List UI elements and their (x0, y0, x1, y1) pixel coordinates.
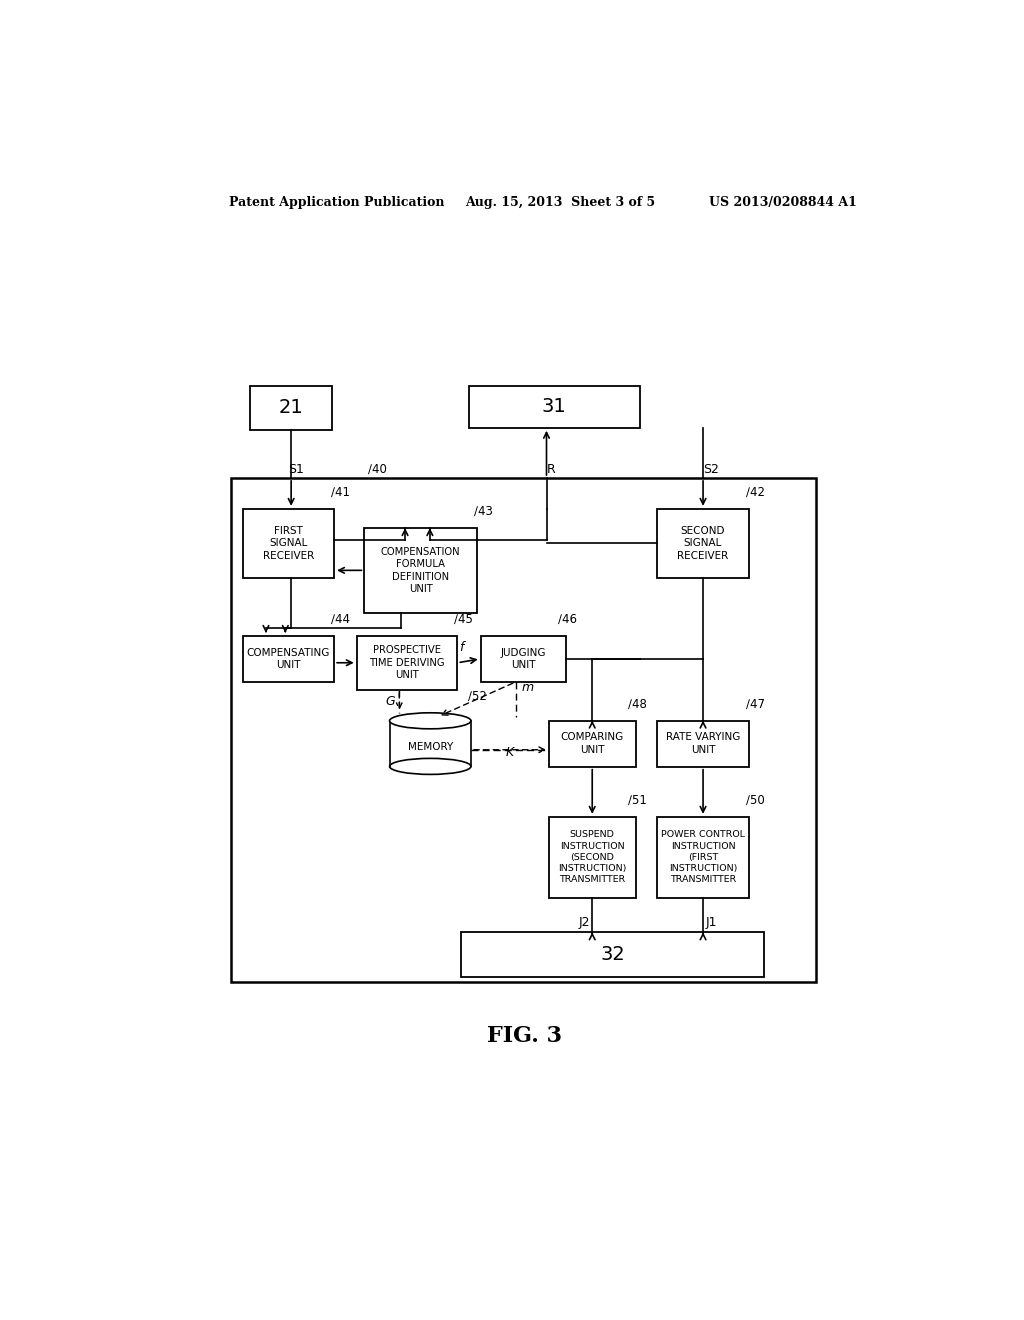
Bar (549, 817, 636, 898)
Text: ∕52: ∕52 (468, 690, 486, 702)
Text: Patent Application Publication: Patent Application Publication (228, 195, 444, 209)
Text: COMPENSATING
UNIT: COMPENSATING UNIT (247, 648, 330, 671)
Text: JUDGING
UNIT: JUDGING UNIT (501, 648, 546, 671)
Bar (389, 721, 471, 767)
Bar (461, 932, 764, 977)
Text: ∕41: ∕41 (331, 486, 350, 499)
Bar (356, 636, 458, 689)
Bar (657, 508, 749, 578)
Text: FIG. 3: FIG. 3 (487, 1026, 562, 1047)
Text: ∕48: ∕48 (628, 697, 647, 710)
Text: 21: 21 (279, 399, 303, 417)
Text: G: G (385, 694, 395, 708)
Text: COMPARING
UNIT: COMPARING UNIT (560, 733, 624, 755)
Bar (549, 721, 636, 767)
Text: m: m (521, 681, 534, 694)
Text: MEMORY: MEMORY (408, 742, 453, 751)
Text: ∕44: ∕44 (331, 612, 350, 626)
Text: ∕43: ∕43 (474, 506, 493, 517)
Text: S1: S1 (289, 463, 304, 477)
Text: ∕42: ∕42 (745, 486, 765, 499)
Text: SECOND
SIGNAL
RECEIVER: SECOND SIGNAL RECEIVER (678, 525, 729, 561)
Text: f: f (459, 642, 463, 655)
Text: FIRST
SIGNAL
RECEIVER: FIRST SIGNAL RECEIVER (263, 525, 314, 561)
Text: RATE VARYING
UNIT: RATE VARYING UNIT (666, 733, 740, 755)
Bar (243, 636, 334, 682)
Text: S2: S2 (703, 463, 719, 477)
Text: COMPENSATION
FORMULA
DEFINITION
UNIT: COMPENSATION FORMULA DEFINITION UNIT (381, 546, 461, 594)
Text: ∕40: ∕40 (369, 462, 387, 475)
Bar (657, 817, 749, 898)
Ellipse shape (389, 759, 471, 775)
Text: 32: 32 (600, 945, 625, 964)
Text: 31: 31 (542, 397, 566, 416)
Text: ∕47: ∕47 (745, 697, 765, 710)
Bar (365, 528, 477, 612)
Text: J2: J2 (579, 916, 590, 929)
Bar (231, 478, 816, 982)
Text: K: K (506, 746, 514, 759)
Text: R: R (547, 463, 555, 477)
Ellipse shape (389, 713, 471, 729)
Bar (251, 385, 332, 430)
Text: US 2013/0208844 A1: US 2013/0208844 A1 (710, 195, 857, 209)
Text: J1: J1 (706, 916, 717, 929)
Bar (469, 385, 640, 428)
Bar (657, 721, 749, 767)
Text: ∕51: ∕51 (628, 793, 647, 807)
Text: ∕46: ∕46 (558, 612, 578, 626)
Text: SUSPEND
INSTRUCTION
(SECOND
INSTRUCTION)
TRANSMITTER: SUSPEND INSTRUCTION (SECOND INSTRUCTION)… (558, 830, 627, 884)
Bar (243, 508, 334, 578)
Text: Aug. 15, 2013  Sheet 3 of 5: Aug. 15, 2013 Sheet 3 of 5 (465, 195, 655, 209)
Text: ∕45: ∕45 (455, 612, 473, 626)
Text: ∕50: ∕50 (745, 793, 765, 807)
Text: POWER CONTROL
INSTRUCTION
(FIRST
INSTRUCTION)
TRANSMITTER: POWER CONTROL INSTRUCTION (FIRST INSTRUC… (662, 830, 745, 884)
Bar (480, 636, 566, 682)
Text: PROSPECTIVE
TIME DERIVING
UNIT: PROSPECTIVE TIME DERIVING UNIT (370, 645, 444, 680)
